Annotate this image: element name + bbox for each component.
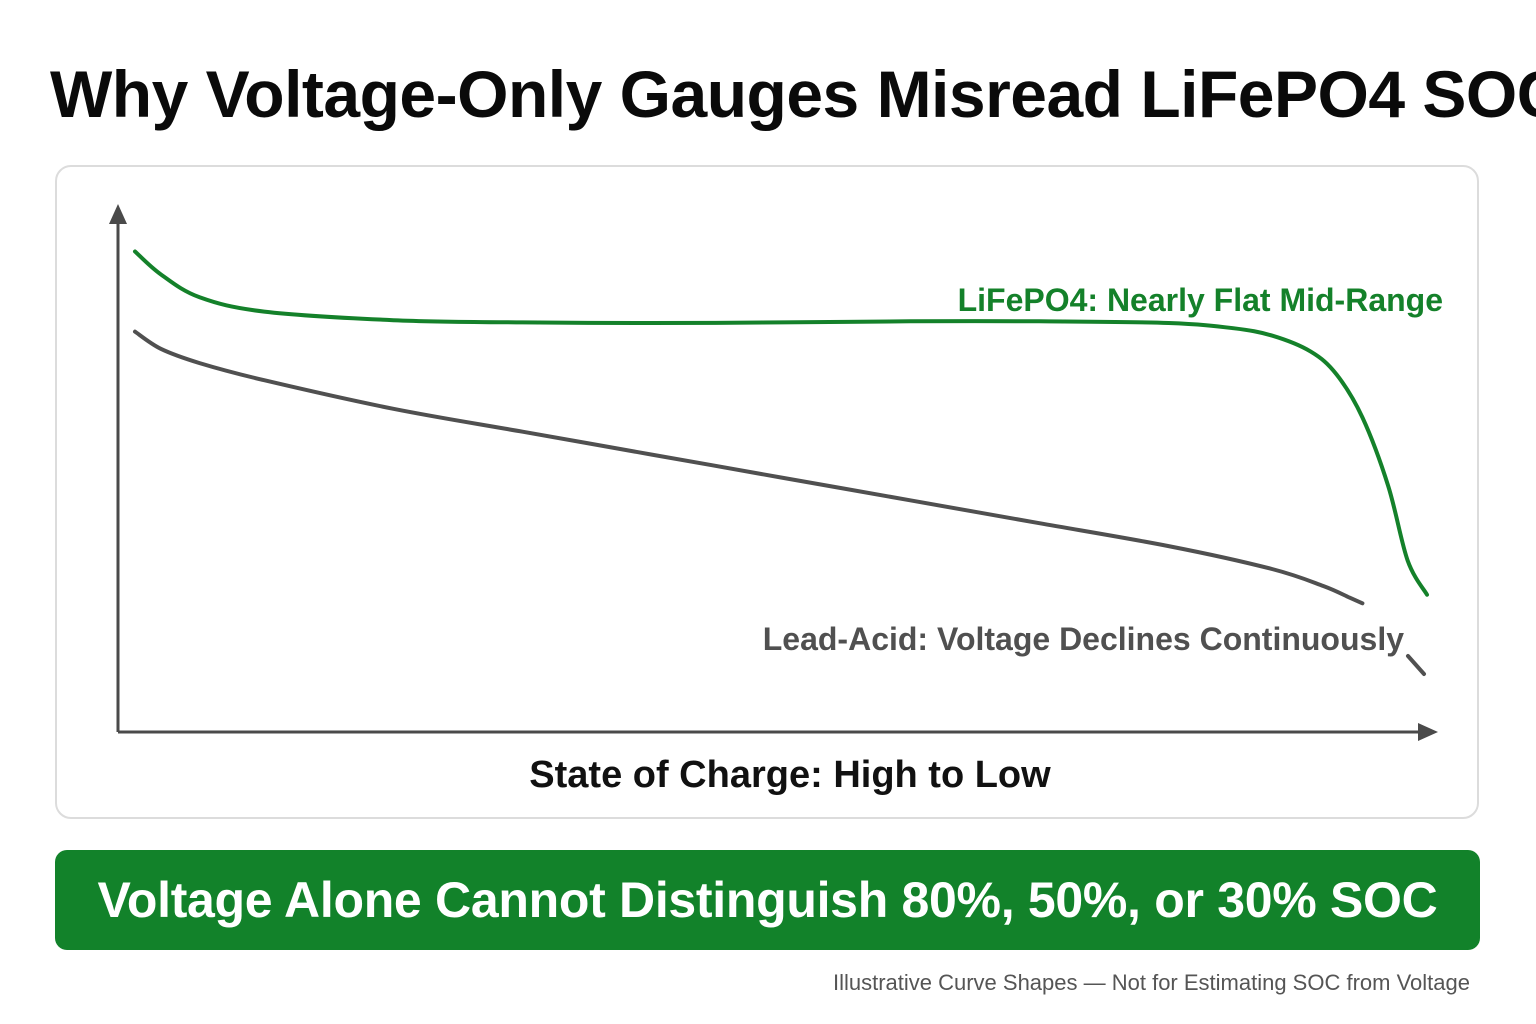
labels-layer: LiFePO4: Nearly Flat Mid-Range Lead-Acid:… [529, 282, 1443, 796]
x-axis-label: State of Charge: High to Low [529, 754, 1051, 796]
key-message-banner: Voltage Alone Cannot Distinguish 80%, 50… [55, 850, 1480, 950]
lifepo4-curve [133, 249, 1429, 597]
lead-acid-curve [133, 329, 1365, 606]
key-message-text: Voltage Alone Cannot Distinguish 80%, 50… [97, 872, 1438, 928]
lead-acid-series-label: Lead-Acid: Voltage Declines Continuously [763, 621, 1404, 657]
label-background [1330, 612, 1410, 652]
lifepo4-series-label: LiFePO4: Nearly Flat Mid-Range [958, 282, 1443, 318]
lead-acid-curve-tail [1406, 654, 1426, 676]
chart-title: Why Voltage-Only Gauges Misread LiFePO4 … [50, 57, 1536, 131]
footnote: Illustrative Curve Shapes — Not for Esti… [832, 970, 1470, 995]
chart-axes [109, 204, 1438, 741]
y-axis-arrow-icon [109, 204, 127, 224]
x-axis-arrow-icon [1418, 723, 1438, 741]
chart-card [55, 165, 1479, 819]
series-layer [133, 249, 1429, 676]
